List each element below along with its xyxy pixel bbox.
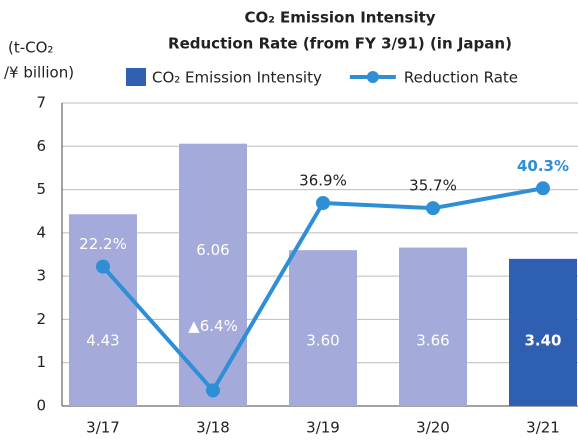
bar-value-label: 3.40 bbox=[524, 332, 561, 350]
line-value-label: 36.9% bbox=[299, 171, 347, 189]
bar bbox=[509, 258, 577, 406]
line-value-label: 22.2% bbox=[79, 235, 127, 253]
line-marker bbox=[316, 195, 330, 210]
x-tick-label: 3/21 bbox=[526, 419, 560, 437]
x-tick-label: 3/17 bbox=[86, 419, 120, 437]
chart-title: CO₂ Emission Intensity bbox=[244, 9, 435, 27]
y-tick-label: 5 bbox=[36, 180, 46, 198]
line-marker bbox=[426, 201, 440, 216]
y-tick-label: 7 bbox=[36, 94, 46, 112]
line-marker bbox=[536, 181, 550, 196]
bar bbox=[69, 214, 137, 406]
line-value-label: 40.3% bbox=[517, 157, 569, 175]
x-tick-label: 3/18 bbox=[196, 419, 230, 437]
line-value-label: ▲6.4% bbox=[188, 317, 238, 335]
y-axis-label: /¥ billion) bbox=[4, 64, 74, 82]
line-marker bbox=[206, 383, 220, 398]
y-tick-label: 6 bbox=[36, 137, 46, 155]
legend-label: CO₂ Emission Intensity bbox=[152, 69, 322, 87]
y-tick-label: 3 bbox=[36, 267, 46, 285]
bar bbox=[399, 247, 467, 406]
legend-swatch bbox=[366, 71, 379, 83]
line-marker bbox=[96, 259, 110, 274]
chart-title: Reduction Rate (from FY 3/91) (in Japan) bbox=[168, 35, 512, 53]
legend-swatch bbox=[126, 68, 146, 86]
x-tick-label: 3/19 bbox=[306, 419, 340, 437]
line-value-label: 35.7% bbox=[409, 177, 457, 195]
y-tick-label: 4 bbox=[36, 223, 46, 241]
bar-value-label: 3.60 bbox=[306, 332, 339, 350]
legend-label: Reduction Rate bbox=[404, 69, 518, 87]
y-tick-label: 2 bbox=[36, 310, 46, 328]
x-tick-label: 3/20 bbox=[416, 419, 450, 437]
y-tick-label: 0 bbox=[36, 397, 46, 415]
bar-value-label: 3.66 bbox=[416, 332, 449, 350]
bar-value-label: 6.06 bbox=[196, 241, 229, 259]
bar bbox=[179, 143, 247, 406]
bar bbox=[289, 250, 357, 406]
y-axis-label: (t-CO₂ bbox=[8, 39, 53, 57]
bar-value-label: 4.43 bbox=[86, 332, 119, 350]
y-tick-label: 1 bbox=[36, 353, 46, 371]
